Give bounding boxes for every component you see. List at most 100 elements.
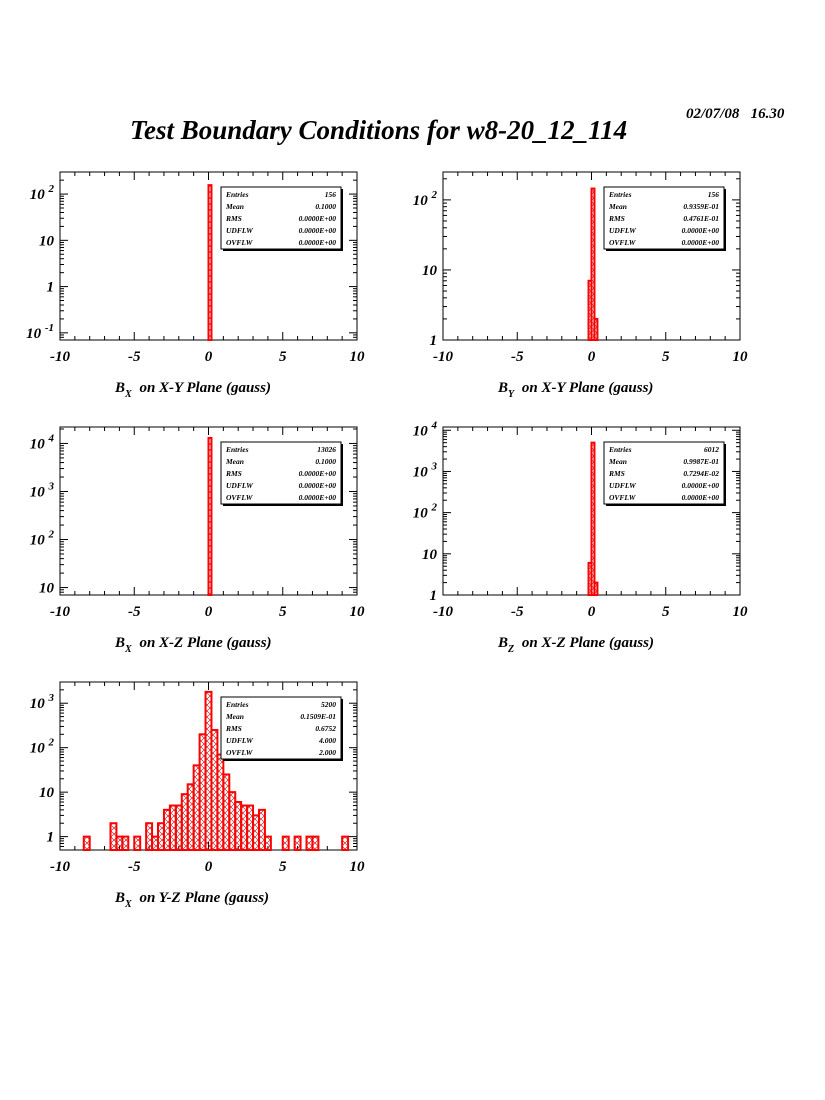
stats-label: Mean (225, 712, 244, 721)
stats-box (603, 186, 725, 250)
x-tick-label: -10 (433, 604, 453, 620)
stats-label: UDFLW (609, 481, 637, 490)
stats-value: 0.0000E+00 (299, 481, 337, 490)
x-tick-label: 5 (279, 349, 287, 365)
x-tick-label: -10 (50, 349, 70, 365)
stats-label: RMS (608, 214, 625, 223)
x-tick-label: 10 (733, 604, 749, 620)
histogram-bin (281, 835, 290, 851)
stats-label: UDFLW (226, 481, 254, 490)
histogram-bin (590, 441, 596, 596)
stats-label: UDFLW (609, 226, 637, 235)
stats-box (603, 441, 725, 505)
x-tick-label: -10 (50, 604, 70, 620)
x-tick-label: -5 (128, 604, 141, 620)
y-tick-label: 10 (39, 233, 55, 249)
x-tick-label: 0 (205, 859, 213, 875)
stats-value: 0.0000E+00 (682, 238, 720, 247)
stats-value: 0.1000 (315, 457, 336, 466)
y-tick-label: 10 3 (30, 480, 55, 500)
y-tick-label: 10 2 (413, 502, 438, 522)
histogram-bin (593, 581, 599, 597)
x-tick-label: -10 (433, 349, 453, 365)
x-tick-label: 5 (279, 859, 287, 875)
x-axis-label: BX on X-Z Plane (gauss) (114, 635, 272, 655)
histogram-bin (593, 317, 599, 341)
y-tick-label: 10 (422, 263, 438, 279)
stats-label: OVFLW (609, 238, 637, 247)
stats-label: Entries (225, 445, 249, 454)
x-tick-label: -5 (511, 349, 524, 365)
stats-label: UDFLW (226, 226, 254, 235)
histogram-bin (121, 835, 130, 851)
stats-value: 0.0000E+00 (682, 226, 720, 235)
y-tick-label: 1 (430, 588, 438, 604)
stats-value: 0.6752 (315, 724, 336, 733)
x-tick-label: 5 (662, 349, 670, 365)
stats-label: UDFLW (226, 736, 254, 745)
histogram-panel-5: -10 -5 0 5 10 1 10 10 2 10 3 Entries 5200 Mean 0.150… (30, 681, 365, 910)
y-tick-label: 10 (422, 547, 438, 563)
stats-value: 0.0000E+00 (682, 481, 720, 490)
y-tick-label: 10 3 (413, 460, 438, 480)
x-tick-label: -10 (50, 859, 70, 875)
stats-value: 0.7294E-02 (683, 469, 719, 478)
stats-value: 6012 (704, 445, 719, 454)
stats-value: 0.0000E+00 (299, 493, 337, 502)
stats-value: 0.0000E+00 (682, 493, 720, 502)
stats-label: Mean (608, 457, 627, 466)
x-tick-label: 10 (350, 349, 366, 365)
x-axis-label: BY on X-Y Plane (gauss) (497, 380, 653, 400)
stats-box (220, 186, 342, 250)
x-axis-label: BZ on X-Z Plane (gauss) (497, 635, 654, 655)
histogram-bin (207, 184, 213, 341)
stats-label: Entries (608, 445, 632, 454)
y-tick-label: 10 2 (30, 737, 55, 757)
stats-label: RMS (225, 724, 242, 733)
stats-value: 0.1509E-01 (300, 712, 336, 721)
x-tick-label: -5 (128, 349, 141, 365)
stats-label: OVFLW (226, 238, 254, 247)
x-tick-label: -5 (128, 859, 141, 875)
x-tick-label: 0 (588, 604, 596, 620)
stats-value: 0.9987E-01 (683, 457, 719, 466)
y-tick-label: 10 -1 (26, 322, 54, 342)
histogram-panel-3: -10 -5 0 5 10 10 10 2 10 3 10 4 Entries 13026 Mean 0… (30, 426, 365, 655)
stats-value: 0.0000E+00 (299, 226, 337, 235)
y-tick-label: 10 3 (30, 692, 55, 712)
stats-label: Mean (225, 457, 244, 466)
stats-value: 0.0000E+00 (299, 214, 337, 223)
stats-label: RMS (225, 214, 242, 223)
x-tick-label: -5 (511, 604, 524, 620)
stats-label: OVFLW (609, 493, 637, 502)
histogram-bin (341, 835, 350, 851)
stats-label: Mean (225, 202, 244, 211)
x-tick-label: 5 (279, 604, 287, 620)
stats-value: 4.000 (318, 736, 336, 745)
stats-value: 0.9359E-01 (683, 202, 719, 211)
x-axis-label: BX on X-Y Plane (gauss) (114, 380, 271, 400)
y-tick-label: 10 2 (413, 189, 438, 209)
stats-label: Entries (225, 190, 249, 199)
stats-value: 0.0000E+00 (299, 238, 337, 247)
stats-box (220, 696, 342, 760)
y-tick-label: 10 4 (30, 432, 55, 452)
x-axis-label: BX on Y-Z Plane (gauss) (114, 890, 269, 910)
stats-label: Mean (608, 202, 627, 211)
stats-label: OVFLW (226, 493, 254, 502)
stats-value: 0.1000 (315, 202, 336, 211)
page-title: Test Boundary Conditions for w8-20_12_11… (130, 115, 628, 145)
stats-value: 156 (325, 190, 337, 199)
stats-value: 0.4761E-01 (683, 214, 719, 223)
y-tick-label: 10 2 (30, 529, 55, 549)
stats-value: 0.0000E+00 (299, 469, 337, 478)
stats-label: Entries (225, 700, 249, 709)
stats-value: 156 (708, 190, 720, 199)
stats-value: 2.000 (318, 748, 336, 757)
histogram-bin (293, 835, 302, 851)
stats-label: Entries (608, 190, 632, 199)
histogram-bin (311, 835, 320, 851)
stats-value: 13026 (317, 445, 336, 454)
x-tick-label: 0 (205, 349, 213, 365)
